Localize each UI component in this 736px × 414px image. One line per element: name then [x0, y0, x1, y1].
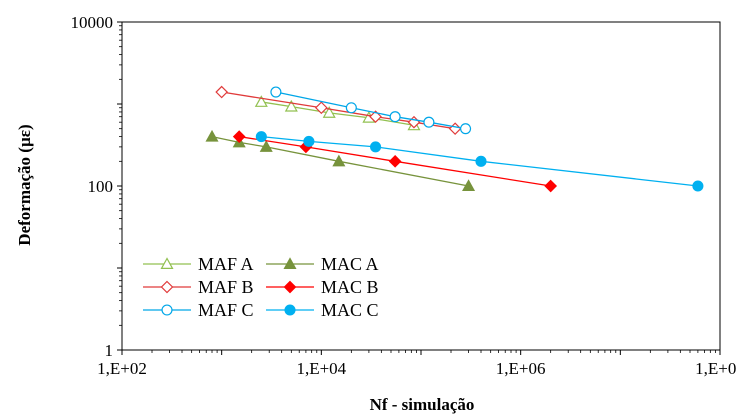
data-point — [303, 135, 315, 147]
data-point — [160, 257, 174, 269]
legend-label: MAF A — [198, 254, 254, 274]
x-tick-label: 1,E+08 — [695, 359, 736, 378]
series-line — [239, 135, 551, 187]
data-point — [475, 155, 487, 167]
legend-label: MAC B — [321, 277, 379, 297]
series-layer — [205, 85, 704, 193]
data-point — [284, 304, 296, 316]
legend-entry: MAC A — [266, 254, 379, 274]
data-point — [423, 116, 435, 128]
axes: 1,E+02 1,E+04 1,E+06 1,E+08 1 100 10000 — [71, 13, 736, 378]
legend-entry: MAF A — [143, 254, 254, 274]
legend-label: MAC C — [321, 300, 379, 320]
legend-entry: MAC C — [266, 300, 379, 320]
data-point — [254, 95, 268, 107]
x-tick-label: 1,E+06 — [496, 359, 546, 378]
series-mac-c — [255, 131, 704, 192]
data-point — [284, 99, 298, 112]
legend-entry: MAF B — [143, 277, 254, 297]
series-maf-c — [270, 86, 472, 135]
data-point — [322, 106, 336, 118]
plot-frame — [121, 21, 721, 351]
data-point — [205, 129, 219, 142]
data-point — [388, 154, 402, 168]
y-tick-label: 1 — [105, 341, 114, 360]
series-mac-a — [205, 129, 476, 191]
data-point — [232, 130, 246, 143]
data-point — [160, 280, 174, 294]
y-tick-label: 10000 — [71, 13, 114, 32]
data-point — [161, 304, 173, 316]
legend-label: MAF B — [198, 277, 254, 297]
data-point — [544, 179, 558, 193]
data-point — [283, 280, 297, 294]
y-tick-label: 100 — [88, 177, 114, 196]
data-point — [255, 131, 267, 143]
data-point — [283, 257, 297, 269]
plot-area — [121, 21, 721, 351]
legend-label: MAF C — [198, 300, 254, 320]
data-point — [270, 86, 282, 98]
legend-entry: MAF C — [143, 300, 254, 320]
data-point — [259, 140, 273, 152]
legend-entry: MAC B — [266, 277, 379, 297]
data-point — [345, 102, 357, 114]
y-axis-title: Deformação (µε) — [15, 124, 34, 245]
data-point — [462, 179, 476, 191]
data-point — [389, 111, 401, 123]
data-point — [370, 141, 382, 153]
x-tick-label: 1,E+02 — [97, 359, 147, 378]
data-point — [692, 180, 704, 192]
x-axis-title: Nf - simulação — [370, 395, 475, 414]
legend-label: MAC A — [321, 254, 379, 274]
legend: MAF A MAC A MAF B MAC B MAF C MAC C — [143, 254, 379, 320]
data-point — [332, 154, 346, 167]
data-point — [215, 85, 229, 99]
x-tick-label: 1,E+04 — [296, 359, 346, 378]
data-point — [369, 110, 382, 124]
data-point — [314, 101, 328, 115]
data-point — [460, 123, 472, 135]
